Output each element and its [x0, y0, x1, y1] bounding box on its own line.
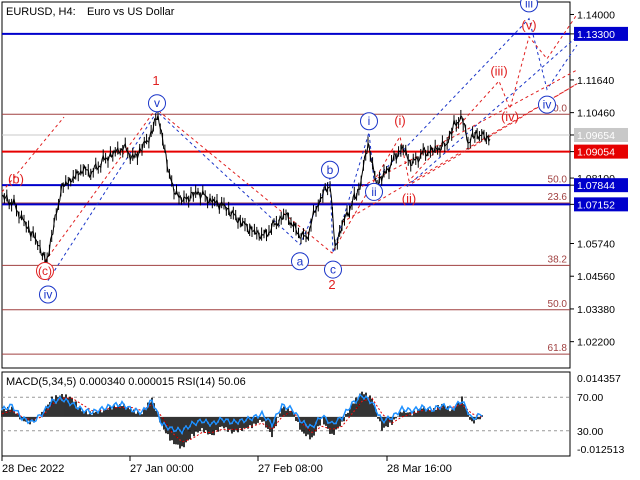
- wave-label: 2: [328, 277, 335, 292]
- channel-line: [406, 36, 578, 187]
- blue-wave-path: [47, 17, 578, 281]
- wave-label: (c): [38, 264, 52, 278]
- price-tick-label: 1.02200: [577, 337, 615, 349]
- wave-label: a: [297, 254, 304, 268]
- wave-label: (ii): [402, 191, 416, 206]
- red-wave-path: [44, 14, 578, 262]
- wave-label-circle: [321, 160, 339, 179]
- wave-label: iii: [525, 0, 533, 10]
- fib-label: 50.0: [548, 299, 568, 310]
- price-tick-label: 1.14000: [577, 9, 615, 21]
- wave-label-circle: [291, 252, 309, 271]
- macd-signal-line: [1, 397, 483, 443]
- wave-label: (i): [394, 113, 406, 128]
- macd-tick-label: 0.014357: [577, 373, 621, 385]
- wave-labels: (b)(c)iv1vbac2iii(i)(ii)(iii)(iv)(v)iiii…: [8, 0, 556, 304]
- wave-label: (b): [8, 171, 24, 186]
- indicator-label: MACD(5,34,5) 0.000340 0.000015 RSI(14) 5…: [6, 376, 246, 388]
- wave-label-circle: [365, 182, 383, 201]
- symbol-description: Euro vs US Dollar: [87, 6, 175, 18]
- wave-label-circle: [39, 285, 57, 304]
- price-tick-label: 1.10460: [577, 108, 615, 120]
- indicator-series: [1, 391, 570, 449]
- rsi-line: [1, 393, 483, 435]
- price-line: [1, 114, 491, 264]
- price-axis: 1.14000 1.13300 1.11640 1.10460 1.09654 1.090…: [570, 9, 628, 349]
- channel-line: [361, 69, 578, 187]
- fib-label: 23.6: [548, 192, 568, 203]
- wave-label-circle: [360, 112, 378, 131]
- price-tag: [574, 178, 628, 193]
- time-tick-label: 28 Mar 16:00: [387, 463, 452, 475]
- wave-label: iv: [543, 98, 552, 112]
- wave-label: c: [330, 263, 336, 277]
- time-tick-label: 27 Feb 08:00: [258, 463, 323, 475]
- wave-label-circle: [148, 94, 166, 113]
- price-tag-label: 1.07152: [577, 199, 615, 211]
- fib-label: 50.0: [548, 175, 568, 186]
- wave-label: v: [154, 96, 160, 110]
- symbol-label: EURUSD, H4:: [6, 6, 76, 18]
- price-tick-label: 1.05740: [577, 239, 615, 251]
- wave-label-circle: [36, 261, 54, 280]
- wave-label: ii: [371, 185, 376, 199]
- price-tick-label: 1.04560: [577, 271, 615, 283]
- price-tag-label: 1.07844: [577, 180, 615, 192]
- wave-label: (iv): [501, 109, 519, 124]
- wave-guide-lines: [1, 14, 578, 281]
- price-tag: [574, 26, 628, 41]
- fib-label: 61.8: [548, 343, 568, 354]
- price-tick-label: 1.03380: [577, 304, 615, 316]
- wave-label: i: [368, 114, 371, 128]
- time-tick-label: 27 Jan 00:00: [130, 463, 194, 475]
- time-tick-label: 28 Dec 2022: [2, 463, 64, 475]
- price-tag-label: 1.09054: [577, 147, 615, 159]
- time-axis: 28 Dec 2022 27 Jan 00:00 27 Feb 08:00 28 Ma…: [1, 456, 452, 475]
- price-tag: [574, 127, 628, 142]
- price-series: [1, 109, 491, 265]
- price-tick-label: 1.11640: [577, 75, 614, 87]
- price-tag-label: 1.13300: [577, 29, 615, 41]
- wave-label-circle: [324, 260, 342, 279]
- fib-label: 38.2: [548, 254, 568, 265]
- price-tag: [574, 144, 628, 159]
- rsi-tick-label: 70.00: [577, 392, 603, 404]
- fib-label: 0.0: [553, 103, 567, 114]
- price-tag: [574, 197, 628, 212]
- channel-line: [1, 116, 65, 193]
- wave-label: iv: [44, 288, 53, 302]
- wave-label: b: [327, 163, 334, 177]
- price-tag-label: 1.09654: [577, 130, 615, 142]
- wave-label: (v): [521, 18, 536, 33]
- indicator-axis: 0.014357 -0.012513 70.00 30.00: [577, 373, 624, 456]
- wave-label-circle: [520, 0, 538, 13]
- wave-label: 1: [152, 73, 159, 88]
- wave-label-circle: [538, 95, 556, 114]
- macd-tick-label: -0.012513: [577, 444, 624, 456]
- rsi-tick-label: 30.00: [577, 426, 603, 438]
- wave-label: (iii): [490, 63, 507, 78]
